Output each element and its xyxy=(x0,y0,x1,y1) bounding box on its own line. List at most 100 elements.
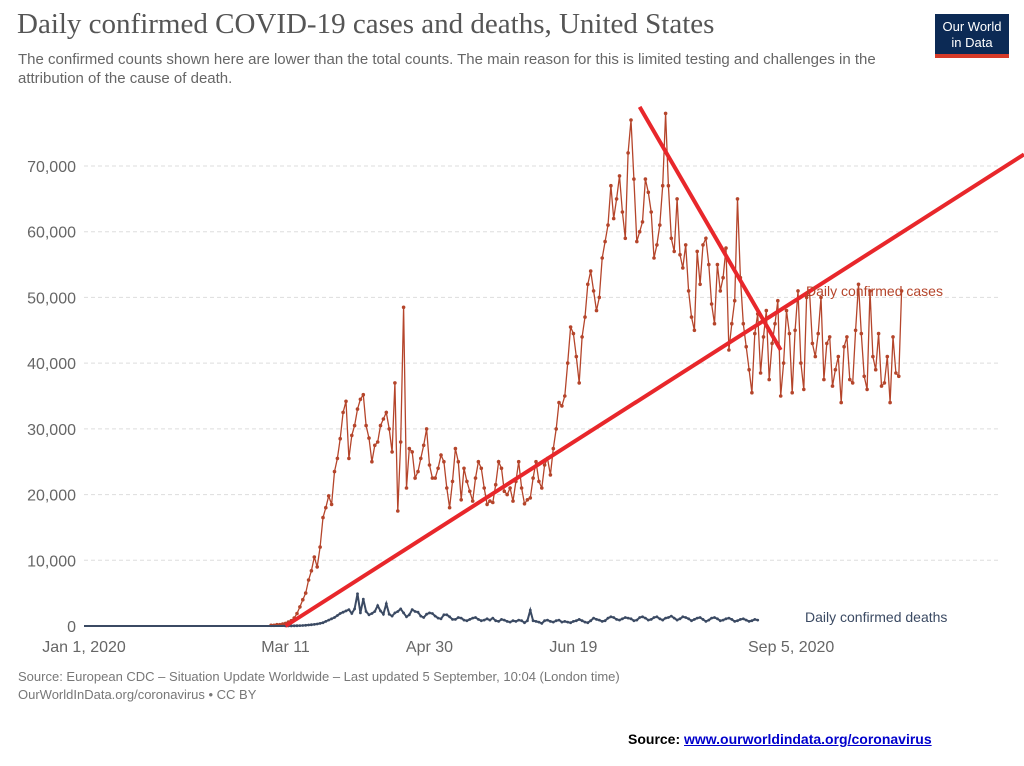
deaths-point xyxy=(390,614,394,618)
deaths-point xyxy=(586,621,590,625)
cases-point xyxy=(701,243,705,247)
cases-point xyxy=(540,486,544,490)
deaths-point xyxy=(333,616,336,619)
cases-point xyxy=(666,183,671,188)
deaths-point xyxy=(295,624,299,628)
deaths-point xyxy=(664,616,667,620)
deaths-line xyxy=(84,593,758,627)
deaths-point xyxy=(344,609,348,613)
series-deaths xyxy=(84,592,760,628)
cases-point xyxy=(620,210,625,214)
deaths-point xyxy=(502,618,506,622)
deaths-point xyxy=(456,616,460,619)
deaths-point xyxy=(511,619,515,623)
cases-point xyxy=(643,177,648,181)
cases-point xyxy=(499,466,504,471)
cases-point xyxy=(836,354,841,359)
deaths-point xyxy=(563,620,567,623)
cases-point xyxy=(609,183,613,188)
cases-point xyxy=(416,469,420,474)
y-tick-label: 30,000 xyxy=(27,422,76,439)
cases-point xyxy=(309,569,314,573)
cases-point xyxy=(853,328,858,333)
deaths-point xyxy=(615,618,618,621)
deaths-point xyxy=(338,612,342,615)
deaths-point xyxy=(382,612,385,616)
deaths-point xyxy=(684,616,688,619)
deaths-point xyxy=(468,618,472,621)
y-tick-label: 70,000 xyxy=(27,159,76,176)
cases-point xyxy=(830,384,835,388)
cases-point xyxy=(427,463,432,467)
cases-point xyxy=(827,335,832,339)
cases-point xyxy=(502,489,507,494)
cases-point xyxy=(727,348,731,352)
deaths-point xyxy=(609,615,613,619)
cases-point xyxy=(381,417,386,421)
cases-point xyxy=(580,335,584,339)
deaths-point xyxy=(537,620,541,624)
logo-line-2: in Data xyxy=(951,35,993,50)
deaths-point xyxy=(425,612,428,616)
deaths-point xyxy=(451,618,454,621)
x-tick-label: Apr 30 xyxy=(406,639,453,656)
cases-point xyxy=(505,492,510,497)
deaths-point xyxy=(649,618,653,621)
owid-logo[interactable]: Our World in Data xyxy=(935,14,1009,58)
cases-point xyxy=(352,423,357,428)
cases-point xyxy=(335,456,340,461)
footer-source-link[interactable]: www.ourworldindata.org/coronavirus xyxy=(684,731,932,747)
cases-point xyxy=(672,249,676,254)
deaths-point xyxy=(315,622,319,626)
cases-point xyxy=(577,381,581,385)
cases-point xyxy=(718,289,723,293)
deaths-point xyxy=(546,618,549,622)
cases-point xyxy=(649,210,653,214)
cases-point xyxy=(689,315,694,319)
cases-point xyxy=(781,361,786,365)
cases-point xyxy=(531,476,535,480)
deaths-point xyxy=(580,619,584,623)
cases-point xyxy=(358,397,363,402)
deaths-point xyxy=(526,619,529,623)
cases-point xyxy=(819,295,823,300)
cases-point xyxy=(652,256,656,260)
y-tick-label: 20,000 xyxy=(27,488,76,505)
series-layer xyxy=(84,111,904,628)
cases-point xyxy=(571,331,576,336)
y-tick-label: 60,000 xyxy=(27,225,76,242)
cases-point xyxy=(758,371,763,375)
cases-point xyxy=(298,605,302,609)
cases-point xyxy=(897,374,901,379)
cases-point xyxy=(496,459,501,464)
cases-point xyxy=(804,295,809,300)
deaths-point xyxy=(687,617,690,621)
cases-point xyxy=(557,400,561,405)
cases-point xyxy=(865,387,869,392)
deaths-point xyxy=(413,610,417,613)
deaths-point xyxy=(500,618,503,621)
deaths-point xyxy=(707,618,711,622)
x-tick-label: Mar 11 xyxy=(261,639,310,656)
cases-point xyxy=(839,400,843,405)
deaths-point xyxy=(341,610,345,614)
cases-point xyxy=(534,459,538,464)
deaths-point xyxy=(419,614,423,618)
deaths-point xyxy=(393,611,397,615)
cases-point xyxy=(842,344,846,349)
cases-point xyxy=(681,266,685,270)
deaths-point xyxy=(517,618,521,622)
deaths-point xyxy=(595,618,598,621)
deaths-point xyxy=(359,611,362,615)
cases-point xyxy=(683,243,688,247)
cases-point xyxy=(778,394,783,398)
deaths-point xyxy=(747,620,751,623)
cases-point xyxy=(704,236,708,241)
deaths-point xyxy=(387,612,391,616)
deaths-point xyxy=(721,618,725,622)
cases-point xyxy=(396,509,400,513)
deaths-point xyxy=(361,597,365,601)
deaths-point xyxy=(577,618,581,621)
deaths-point xyxy=(428,611,431,615)
cases-point xyxy=(675,197,679,201)
